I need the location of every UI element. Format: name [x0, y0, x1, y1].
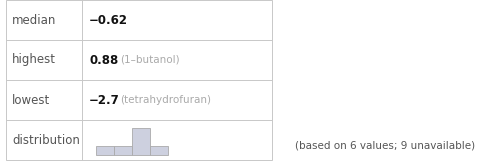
Bar — [132, 128, 150, 155]
Text: lowest: lowest — [12, 93, 50, 106]
Bar — [6, 0, 272, 160]
Text: 0.88: 0.88 — [89, 53, 118, 66]
Bar — [96, 146, 114, 155]
Text: (tetrahydrofuran): (tetrahydrofuran) — [120, 95, 211, 105]
Text: (based on 6 values; 9 unavailable): (based on 6 values; 9 unavailable) — [295, 140, 475, 150]
Bar — [150, 146, 168, 155]
Text: (1–butanol): (1–butanol) — [120, 55, 180, 65]
Text: median: median — [12, 13, 56, 27]
Text: −2.7: −2.7 — [89, 93, 120, 106]
Text: distribution: distribution — [12, 133, 80, 146]
Text: −0.62: −0.62 — [89, 13, 128, 27]
Text: highest: highest — [12, 53, 56, 66]
Bar — [114, 146, 132, 155]
